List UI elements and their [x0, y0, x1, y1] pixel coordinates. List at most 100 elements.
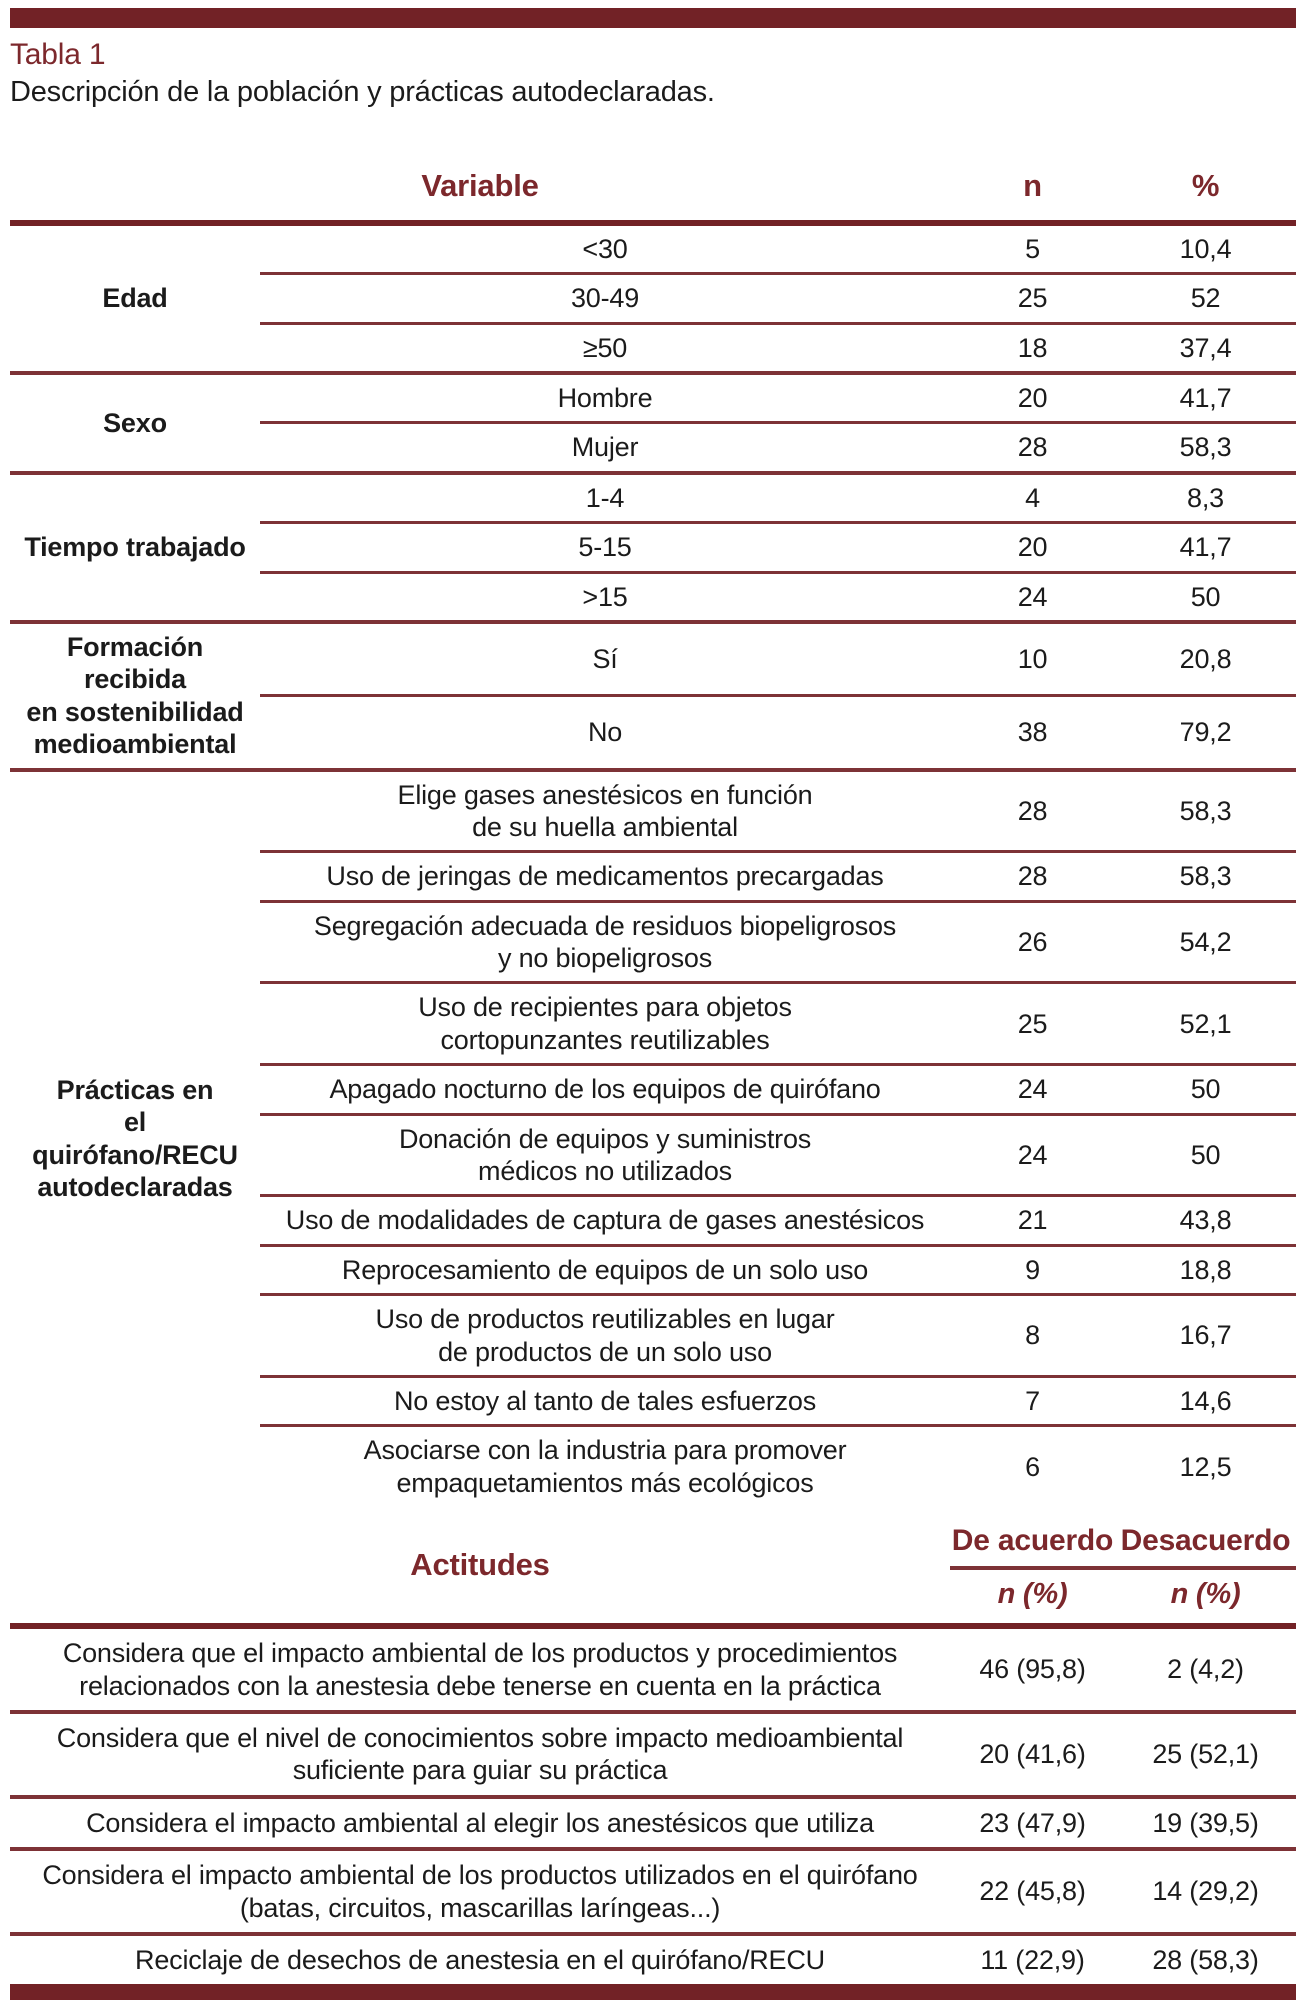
- variable-cell: Reprocesamiento de equipos de un solo us…: [260, 1243, 951, 1295]
- table-row: Considera que el nivel de conocimientos …: [10, 1709, 1296, 1797]
- n-value-cell: 20: [950, 521, 1116, 573]
- variable-cell: ≥50: [260, 321, 951, 374]
- table-row: Uso de modalidades de captura de gases a…: [10, 1194, 1297, 1246]
- attitudes-section-title: Actitudes: [410, 1546, 550, 1582]
- group-label: Prácticas en el quirófano/RECU autodecla…: [10, 767, 260, 1507]
- disagree-value-cell: 28 (58,3): [1115, 1931, 1296, 1985]
- percent-value-cell: 18,8: [1115, 1243, 1297, 1295]
- n-value-cell: 28: [950, 850, 1116, 902]
- variable-cell: Asociarse con la industria para promover…: [260, 1424, 951, 1507]
- percent-value-cell: 10,4: [1115, 220, 1297, 274]
- table-row: Apagado nocturno de los equipos de quiró…: [10, 1063, 1297, 1115]
- table-row: Considera el impacto ambiental de los pr…: [10, 1847, 1296, 1934]
- percent-value-cell: 58,3: [1115, 767, 1297, 852]
- attitude-label-cell: Considera el impacto ambiental de los pr…: [10, 1847, 950, 1934]
- variable-cell: No: [260, 694, 951, 770]
- n-value-cell: 24: [950, 1112, 1116, 1196]
- percent-value-cell: 54,2: [1115, 899, 1297, 983]
- table-row: No 38 79,2: [10, 694, 1297, 770]
- percent-value-cell: 37,4: [1115, 321, 1297, 374]
- n-value-cell: 8: [950, 1293, 1116, 1377]
- table-row: Segregación adecuada de residuos biopeli…: [10, 899, 1297, 983]
- attitudes-table: Actitudes De acuerdo Desacuerdo n (%) n …: [10, 1506, 1296, 1985]
- table-row: Asociarse con la industria para promover…: [10, 1424, 1297, 1507]
- n-value-cell: 9: [950, 1243, 1116, 1295]
- attitude-label-cell: Reciclaje de desechos de anestesia en el…: [10, 1931, 950, 1985]
- variable-cell: >15: [260, 570, 951, 622]
- column-header-agree: De acuerdo: [951, 1524, 1114, 1558]
- demographics-header-row: Variable n %: [10, 155, 1297, 226]
- variable-cell: Uso de jeringas de medicamentos precarga…: [260, 850, 951, 902]
- percent-value-cell: 14,6: [1115, 1374, 1297, 1426]
- table-row: Uso de jeringas de medicamentos precarga…: [10, 850, 1297, 902]
- agree-value-cell: 20 (41,6): [950, 1709, 1115, 1797]
- table-row: Reprocesamiento de equipos de un solo us…: [10, 1243, 1297, 1295]
- variable-cell: No estoy al tanto de tales esfuerzos: [260, 1374, 951, 1426]
- column-header-percent: %: [1115, 155, 1297, 226]
- table-row: Sexo Hombre 20 41,7: [10, 371, 1297, 473]
- variable-cell: Uso de productos reutilizables en lugar …: [260, 1293, 951, 1377]
- n-value-cell: 38: [950, 694, 1116, 770]
- variable-cell: 30-49: [260, 272, 951, 324]
- percent-value-cell: 58,3: [1115, 421, 1297, 473]
- top-rule: [10, 8, 1296, 28]
- table-row: Edad <30 5 10,4: [10, 220, 1297, 374]
- percent-value-cell: 52: [1115, 272, 1297, 324]
- table-row: Prácticas en el quirófano/RECU autodecla…: [10, 767, 1297, 1507]
- table-row: Tiempo trabajado 1-4 4 8,3: [10, 470, 1297, 622]
- disagree-value-cell: 19 (39,5): [1115, 1794, 1296, 1850]
- attitude-label-cell: Considera que el impacto ambiental de lo…: [10, 1623, 950, 1712]
- percent-value-cell: 52,1: [1115, 981, 1297, 1065]
- disagree-value-cell: 25 (52,1): [1115, 1709, 1296, 1797]
- agree-value-cell: 11 (22,9): [950, 1931, 1115, 1985]
- percent-value-cell: 20,8: [1115, 619, 1297, 696]
- percent-value-cell: 50: [1115, 570, 1297, 622]
- percent-value-cell: 50: [1115, 1112, 1297, 1196]
- variable-cell: Sí: [260, 619, 951, 696]
- table-row: Formación recibida en sostenibilidad med…: [10, 619, 1297, 770]
- attitude-label-cell: Considera el impacto ambiental al elegir…: [10, 1794, 950, 1850]
- table-row: >15 24 50: [10, 570, 1297, 622]
- table-row: Uso de recipientes para objetos cortopun…: [10, 981, 1297, 1065]
- table-row: ≥50 18 37,4: [10, 321, 1297, 374]
- table-row: No estoy al tanto de tales esfuerzos 7 14,…: [10, 1374, 1297, 1426]
- variable-cell: Hombre: [260, 371, 951, 423]
- n-value-cell: 28: [950, 421, 1116, 473]
- agree-value-cell: 23 (47,9): [950, 1794, 1115, 1850]
- n-value-cell: 5: [950, 220, 1116, 274]
- group-label: Formación recibida en sostenibilidad med…: [10, 619, 260, 770]
- subheader-disagree-n-pct: n (%): [1115, 1566, 1296, 1627]
- percent-value-cell: 50: [1115, 1063, 1297, 1115]
- variable-cell: <30: [260, 220, 951, 274]
- table-row: Considera que el impacto ambiental de lo…: [10, 1623, 1296, 1712]
- n-value-cell: 18: [950, 321, 1116, 374]
- n-value-cell: 21: [950, 1194, 1116, 1246]
- group-label: Edad: [10, 220, 260, 374]
- table-row: Uso de productos reutilizables en lugar …: [10, 1293, 1297, 1377]
- column-header-n: n: [950, 155, 1116, 226]
- agree-value-cell: 22 (45,8): [950, 1847, 1115, 1934]
- n-value-cell: 20: [950, 371, 1116, 423]
- percent-value-cell: 41,7: [1115, 371, 1297, 423]
- table-row: Considera el impacto ambiental al elegir…: [10, 1794, 1296, 1850]
- n-value-cell: 25: [950, 981, 1116, 1065]
- variable-cell: Uso de recipientes para objetos cortopun…: [260, 981, 951, 1065]
- percent-value-cell: 41,7: [1115, 521, 1297, 573]
- paper-table-figure: Tabla 1 Descripción de la población y pr…: [10, 8, 1297, 2000]
- group-label: Tiempo trabajado: [10, 470, 260, 622]
- percent-value-cell: 58,3: [1115, 850, 1297, 902]
- variable-cell: Mujer: [260, 421, 951, 473]
- attitudes-header-row: Actitudes De acuerdo Desacuerdo: [10, 1506, 1296, 1582]
- n-value-cell: 24: [950, 570, 1116, 622]
- disagree-value-cell: 14 (29,2): [1115, 1847, 1296, 1934]
- variable-cell: 1-4: [260, 470, 951, 523]
- demographics-table: Variable n % Edad <30 5 10,4 30-49 25 52 ≥50 18 3…: [10, 155, 1297, 1507]
- variable-cell: 5-15: [260, 521, 951, 573]
- n-value-cell: 10: [950, 619, 1116, 696]
- n-value-cell: 28: [950, 767, 1116, 852]
- group-label: Sexo: [10, 371, 260, 473]
- table-row: 30-49 25 52: [10, 272, 1297, 324]
- percent-value-cell: 12,5: [1115, 1424, 1297, 1507]
- subheader-agree-n-pct: n (%): [950, 1566, 1115, 1627]
- n-value-cell: 24: [950, 1063, 1116, 1115]
